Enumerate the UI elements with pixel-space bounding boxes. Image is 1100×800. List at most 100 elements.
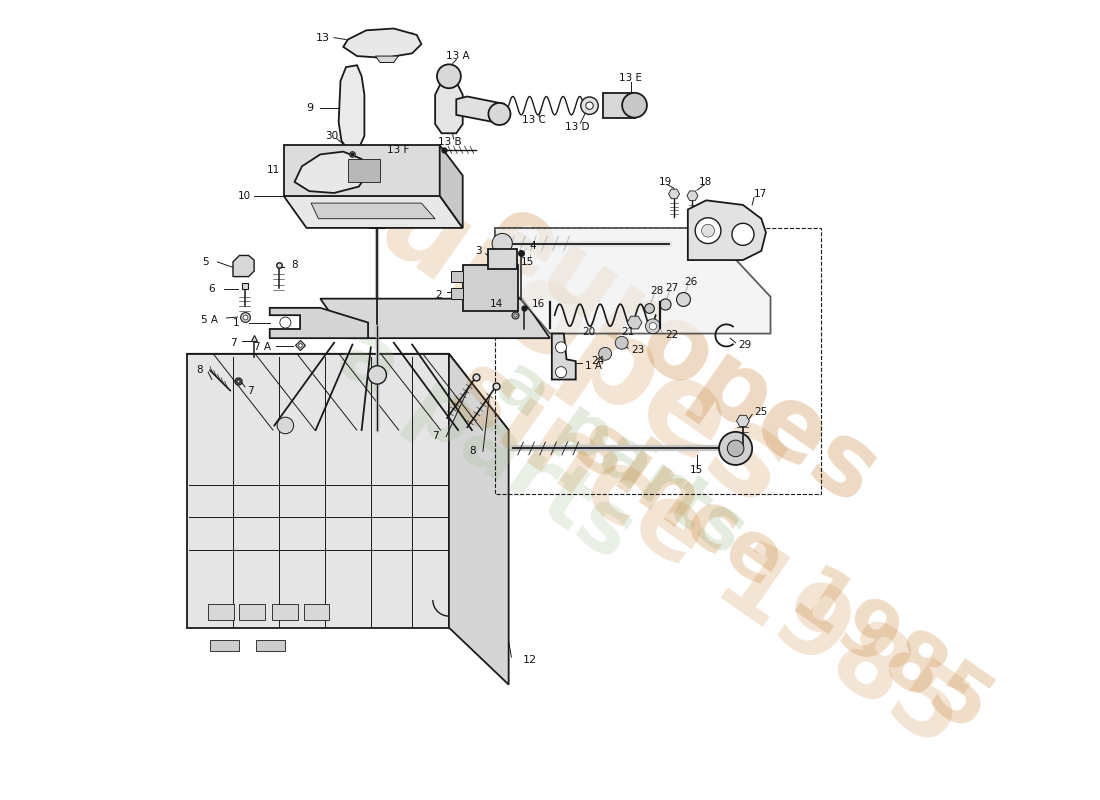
Polygon shape xyxy=(495,228,770,334)
Circle shape xyxy=(556,366,566,378)
Bar xyxy=(487,249,517,270)
Text: 2: 2 xyxy=(436,290,442,300)
Polygon shape xyxy=(456,97,504,124)
Circle shape xyxy=(598,347,612,360)
Polygon shape xyxy=(311,203,436,218)
Text: 4: 4 xyxy=(530,242,537,251)
Text: 20: 20 xyxy=(582,326,595,337)
Text: 12: 12 xyxy=(522,654,537,665)
Text: 23: 23 xyxy=(631,345,645,355)
Polygon shape xyxy=(737,415,749,426)
Circle shape xyxy=(581,97,598,114)
Text: 1: 1 xyxy=(233,318,240,327)
Polygon shape xyxy=(343,29,421,58)
Polygon shape xyxy=(669,189,680,198)
Text: 22: 22 xyxy=(664,330,678,341)
Text: 18: 18 xyxy=(698,177,712,187)
Bar xyxy=(240,604,265,620)
Circle shape xyxy=(695,218,721,243)
Text: 8: 8 xyxy=(469,446,476,456)
Text: 5 A: 5 A xyxy=(201,314,218,325)
Text: 13 C: 13 C xyxy=(521,115,546,126)
Text: 25: 25 xyxy=(754,406,767,417)
Bar xyxy=(304,604,330,620)
Polygon shape xyxy=(449,354,508,685)
Polygon shape xyxy=(187,354,508,430)
Polygon shape xyxy=(320,298,550,338)
Polygon shape xyxy=(187,354,449,628)
Text: 26: 26 xyxy=(684,277,697,287)
Text: 13 E: 13 E xyxy=(619,73,642,83)
Circle shape xyxy=(492,234,513,254)
Polygon shape xyxy=(284,146,440,196)
Circle shape xyxy=(277,417,294,434)
Circle shape xyxy=(437,64,461,88)
Text: 21: 21 xyxy=(621,326,635,337)
Bar xyxy=(451,271,463,282)
Circle shape xyxy=(719,432,752,465)
Circle shape xyxy=(586,102,593,110)
Text: 13 F: 13 F xyxy=(387,145,409,154)
Circle shape xyxy=(615,336,628,349)
Circle shape xyxy=(646,319,660,334)
Text: 8: 8 xyxy=(290,260,297,270)
Bar xyxy=(348,159,380,182)
Text: 11: 11 xyxy=(267,165,280,175)
Text: a parts: a parts xyxy=(321,311,650,576)
Bar xyxy=(463,265,518,310)
Bar xyxy=(256,639,285,650)
Circle shape xyxy=(623,93,647,118)
Text: 15: 15 xyxy=(690,465,703,474)
Text: since 1985: since 1985 xyxy=(430,341,982,767)
Polygon shape xyxy=(440,146,463,228)
Text: 15: 15 xyxy=(520,257,534,267)
Polygon shape xyxy=(339,66,364,150)
Polygon shape xyxy=(375,56,398,62)
Text: 9: 9 xyxy=(307,103,314,114)
Text: 7: 7 xyxy=(432,431,439,442)
Text: 13: 13 xyxy=(316,33,330,42)
Text: since 1985: since 1985 xyxy=(561,405,1004,748)
Text: 10: 10 xyxy=(238,190,251,201)
Text: 27: 27 xyxy=(666,282,679,293)
Circle shape xyxy=(279,317,290,328)
Text: 8: 8 xyxy=(196,366,202,375)
Text: 30: 30 xyxy=(324,131,338,141)
Polygon shape xyxy=(603,93,635,118)
Text: 14: 14 xyxy=(491,299,504,309)
Text: 13 A: 13 A xyxy=(447,51,470,61)
Circle shape xyxy=(488,103,510,125)
Polygon shape xyxy=(627,316,642,329)
Polygon shape xyxy=(295,152,368,193)
Circle shape xyxy=(727,440,744,457)
Bar xyxy=(273,604,298,620)
Text: 29: 29 xyxy=(738,339,751,350)
Text: 24: 24 xyxy=(592,356,605,366)
Circle shape xyxy=(649,322,657,330)
Text: 28: 28 xyxy=(650,286,663,296)
Text: 5: 5 xyxy=(202,257,209,267)
Text: 6: 6 xyxy=(208,285,214,294)
Text: 17: 17 xyxy=(754,189,767,199)
Circle shape xyxy=(368,366,386,384)
Text: 1 A: 1 A xyxy=(585,361,602,370)
Text: 7: 7 xyxy=(246,386,253,395)
Text: 16: 16 xyxy=(531,299,544,309)
Text: 13 B: 13 B xyxy=(438,138,462,147)
Bar xyxy=(208,604,234,620)
Text: europes: europes xyxy=(288,117,812,532)
Polygon shape xyxy=(233,255,254,277)
Circle shape xyxy=(702,224,715,237)
Circle shape xyxy=(556,342,566,353)
Text: 13 D: 13 D xyxy=(565,122,590,132)
Polygon shape xyxy=(688,200,766,260)
Text: 7: 7 xyxy=(230,338,236,348)
Polygon shape xyxy=(686,191,697,201)
Bar xyxy=(451,288,463,298)
Text: 3: 3 xyxy=(475,246,482,256)
Text: a parts: a parts xyxy=(483,348,758,570)
Circle shape xyxy=(732,223,754,246)
Polygon shape xyxy=(270,308,368,338)
Polygon shape xyxy=(436,76,463,134)
Text: europes: europes xyxy=(466,185,895,526)
